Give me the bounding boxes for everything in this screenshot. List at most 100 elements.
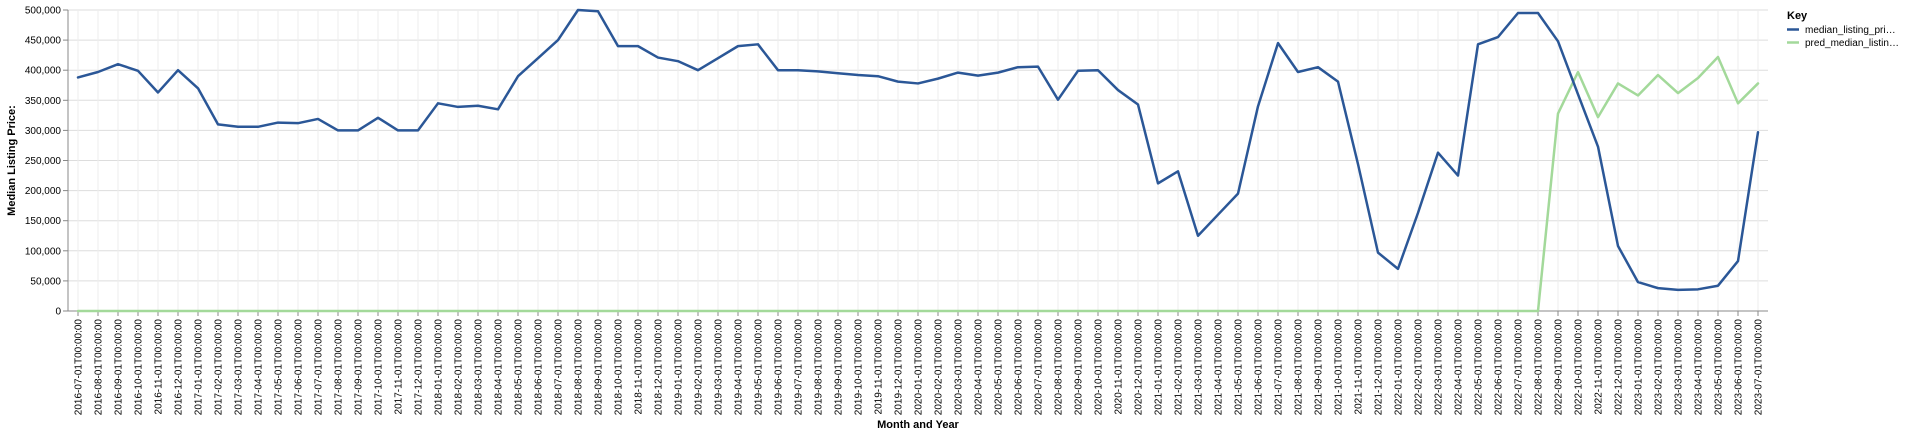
x-tick-label: 2020-03-01T00:00:00 xyxy=(954,319,965,416)
x-tick-label: 2018-03-01T00:00:00 xyxy=(474,319,485,416)
x-tick-label: 2019-02-01T00:00:00 xyxy=(694,319,705,416)
legend-label: pred_median_listin… xyxy=(1805,38,1899,49)
x-tick-label: 2022-07-01T00:00:00 xyxy=(1514,319,1525,416)
x-tick-label: 2017-10-01T00:00:00 xyxy=(374,319,385,416)
x-tick-label: 2021-03-01T00:00:00 xyxy=(1194,319,1205,416)
x-tick-label: 2022-08-01T00:00:00 xyxy=(1534,319,1545,416)
x-tick-label: 2022-03-01T00:00:00 xyxy=(1434,319,1445,416)
x-tick-label: 2020-02-01T00:00:00 xyxy=(934,319,945,416)
y-axis-title: Median Listing Price: xyxy=(6,105,18,216)
x-tick-label: 2023-03-01T00:00:00 xyxy=(1674,319,1685,416)
series-line-pred-median-listing-price xyxy=(76,55,1760,313)
x-tick-label: 2016-09-01T00:00:00 xyxy=(114,319,125,416)
x-tick-label: 2018-04-01T00:00:00 xyxy=(494,319,505,416)
x-tick-label: 2018-01-01T00:00:00 xyxy=(434,319,445,416)
y-tick-label: 0 xyxy=(55,307,61,318)
x-tick-label: 2018-06-01T00:00:00 xyxy=(534,319,545,416)
x-tick-label: 2019-09-01T00:00:00 xyxy=(834,319,845,416)
x-tick-label: 2019-03-01T00:00:00 xyxy=(714,319,725,416)
y-tick-label: 450,000 xyxy=(25,36,62,47)
x-tick-label: 2016-07-01T00:00:00 xyxy=(74,319,85,416)
x-tick-label: 2017-11-01T00:00:00 xyxy=(394,319,405,415)
legend-title: Key xyxy=(1787,10,1808,22)
x-tick-label: 2019-01-01T00:00:00 xyxy=(674,319,685,416)
x-tick-label: 2018-11-01T00:00:00 xyxy=(634,319,645,415)
y-tick-label: 400,000 xyxy=(25,66,62,77)
x-tick-label: 2020-01-01T00:00:00 xyxy=(914,319,925,416)
y-axis: 0 50,000 100,000 150,000 200,000 250,000 300,0… xyxy=(25,6,1768,318)
x-tick-label: 2017-02-01T00:00:00 xyxy=(214,319,225,416)
y-tick-label: 500,000 xyxy=(25,6,62,17)
x-tick-label: 2019-04-01T00:00:00 xyxy=(734,319,745,416)
x-tick-label: 2018-08-01T00:00:00 xyxy=(574,319,585,416)
x-tick-label: 2021-10-01T00:00:00 xyxy=(1334,319,1345,416)
x-tick-label: 2017-05-01T00:00:00 xyxy=(274,319,285,416)
x-tick-label: 2023-02-01T00:00:00 xyxy=(1654,319,1665,416)
x-tick-label: 2017-07-01T00:00:00 xyxy=(314,319,325,416)
x-tick-label: 2019-11-01T00:00:00 xyxy=(874,319,885,415)
series-group xyxy=(76,8,1760,313)
x-tick-label: 2019-07-01T00:00:00 xyxy=(794,319,805,416)
y-tick-label: 350,000 xyxy=(25,96,62,107)
x-tick-label: 2023-05-01T00:00:00 xyxy=(1714,319,1725,416)
x-tick-label: 2021-04-01T00:00:00 xyxy=(1214,319,1225,416)
y-tick-label: 50,000 xyxy=(30,276,61,287)
x-tick-label: 2016-11-01T00:00:00 xyxy=(154,319,165,415)
x-tick-label: 2021-05-01T00:00:00 xyxy=(1234,319,1245,416)
x-tick-label: 2020-09-01T00:00:00 xyxy=(1074,319,1085,416)
x-tick-label: 2020-12-01T00:00:00 xyxy=(1134,319,1145,416)
y-tick-label: 200,000 xyxy=(25,186,62,197)
x-tick-label: 2019-12-01T00:00:00 xyxy=(894,319,905,416)
x-tick-label: 2022-09-01T00:00:00 xyxy=(1554,319,1565,416)
x-tick-label: 2022-01-01T00:00:00 xyxy=(1394,319,1405,416)
y-tick-label: 250,000 xyxy=(25,156,62,167)
x-tick-label: 2016-12-01T00:00:00 xyxy=(174,319,185,416)
x-tick-label: 2023-06-01T00:00:00 xyxy=(1734,319,1745,416)
x-tick-label: 2021-07-01T00:00:00 xyxy=(1274,319,1285,416)
x-tick-label: 2020-11-01T00:00:00 xyxy=(1114,319,1125,415)
x-tick-label: 2021-11-01T00:00:00 xyxy=(1354,319,1365,415)
x-tick-label: 2017-01-01T00:00:00 xyxy=(194,319,205,416)
x-tick-label: 2018-05-01T00:00:00 xyxy=(514,319,525,416)
x-tick-label: 2020-10-01T00:00:00 xyxy=(1094,319,1105,416)
x-tick-label: 2023-01-01T00:00:00 xyxy=(1634,319,1645,416)
y-tick-label: 150,000 xyxy=(25,216,62,227)
y-tick-label: 100,000 xyxy=(25,246,62,257)
x-tick-label: 2023-04-01T00:00:00 xyxy=(1694,319,1705,416)
x-tick-label: 2021-09-01T00:00:00 xyxy=(1314,319,1325,416)
x-tick-label: 2021-01-01T00:00:00 xyxy=(1154,319,1165,416)
x-tick-label: 2021-06-01T00:00:00 xyxy=(1254,319,1265,416)
x-tick-label: 2022-12-01T00:00:00 xyxy=(1614,319,1625,416)
x-tick-label: 2017-06-01T00:00:00 xyxy=(294,319,305,416)
x-tick-label: 2020-08-01T00:00:00 xyxy=(1054,319,1065,416)
x-tick-label: 2017-03-01T00:00:00 xyxy=(234,319,245,416)
x-tick-label: 2016-08-01T00:00:00 xyxy=(94,319,105,416)
x-tick-label: 2020-04-01T00:00:00 xyxy=(974,319,985,416)
x-tick-label: 2016-10-01T00:00:00 xyxy=(134,319,145,416)
legend-label: median_listing_pri… xyxy=(1805,25,1896,36)
x-tick-label: 2019-06-01T00:00:00 xyxy=(774,319,785,416)
x-tick-label: 2018-09-01T00:00:00 xyxy=(594,319,605,416)
series-line-median-listing-price xyxy=(76,8,1760,292)
x-tick-label: 2018-12-01T00:00:00 xyxy=(654,319,665,416)
x-tick-label: 2020-07-01T00:00:00 xyxy=(1034,319,1045,416)
x-tick-label: 2018-02-01T00:00:00 xyxy=(454,319,465,416)
x-axis-title: Month and Year xyxy=(877,419,959,431)
x-tick-label: 2021-02-01T00:00:00 xyxy=(1174,319,1185,416)
x-tick-label: 2017-04-01T00:00:00 xyxy=(254,319,265,416)
x-tick-label: 2022-06-01T00:00:00 xyxy=(1494,319,1505,416)
x-tick-label: 2021-12-01T00:00:00 xyxy=(1374,319,1385,416)
x-tick-label: 2018-07-01T00:00:00 xyxy=(554,319,565,416)
x-tick-label: 2022-02-01T00:00:00 xyxy=(1414,319,1425,416)
x-tick-label: 2019-10-01T00:00:00 xyxy=(854,319,865,416)
x-tick-label: 2023-07-01T00:00:00 xyxy=(1754,319,1765,416)
x-tick-label: 2017-09-01T00:00:00 xyxy=(354,319,365,416)
x-tick-label: 2022-10-01T00:00:00 xyxy=(1574,319,1585,416)
x-tick-label: 2019-08-01T00:00:00 xyxy=(814,319,825,416)
x-tick-label: 2021-08-01T00:00:00 xyxy=(1294,319,1305,416)
y-tick-label: 300,000 xyxy=(25,126,62,137)
x-axis: 2016-07-01T00:00:00 2016-08-01T00:00:00 20… xyxy=(68,10,1768,415)
x-tick-label: 2020-05-01T00:00:00 xyxy=(994,319,1005,416)
